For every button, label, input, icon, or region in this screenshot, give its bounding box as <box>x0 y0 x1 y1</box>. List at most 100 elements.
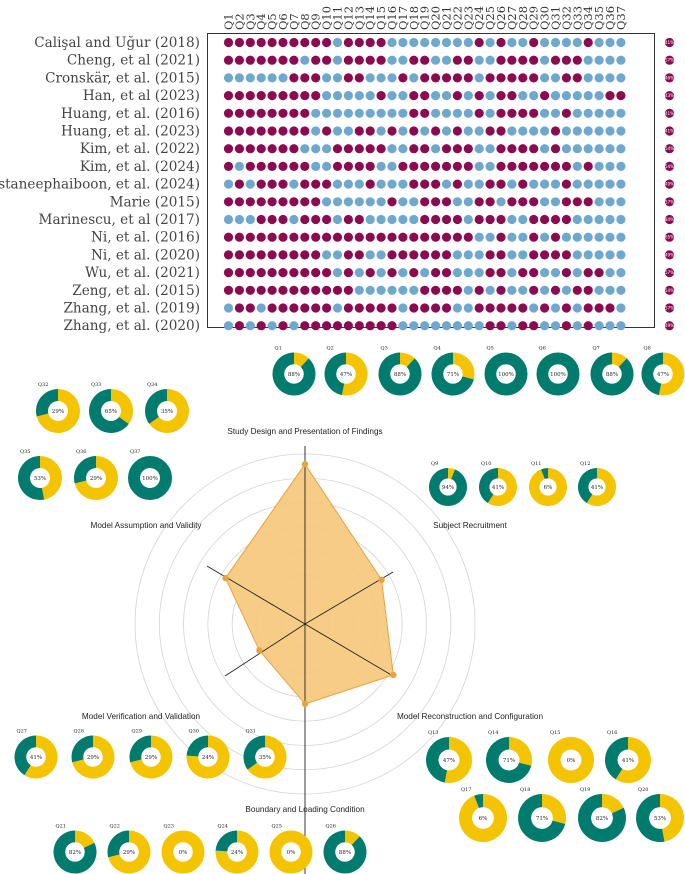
donut-question-label: Q7 <box>593 346 600 352</box>
donut-question-label: Q18 <box>520 787 530 793</box>
grid-cell <box>311 214 321 225</box>
grid-cell <box>409 321 419 331</box>
donut-hole <box>157 401 177 421</box>
grid-cell <box>507 126 517 136</box>
donut-question-label: Q9 <box>431 461 438 467</box>
grid-cell <box>474 321 484 331</box>
grid-cell <box>376 214 386 225</box>
grid-cell <box>550 303 561 313</box>
grid-cell <box>354 108 364 118</box>
grid-cell <box>420 303 430 313</box>
donut-question-label: Q16 <box>607 730 617 736</box>
grid-cell <box>223 250 234 260</box>
donut-percent-label: 53% <box>654 816 666 822</box>
grid-cell <box>572 179 582 189</box>
grid-cell <box>322 321 332 331</box>
grid-cell <box>518 91 528 101</box>
grid-cell <box>365 55 375 65</box>
grid-cell <box>278 37 288 48</box>
grid-cell <box>507 91 517 101</box>
grid-cell <box>322 303 332 313</box>
grid-cell <box>605 232 615 242</box>
donut-no-segment <box>615 737 652 784</box>
grid-cell <box>616 144 626 154</box>
donut-hole <box>140 468 160 488</box>
grid-cell <box>289 197 299 207</box>
grid-cell <box>594 303 604 313</box>
donut-q24: 24% Q24 <box>215 824 259 874</box>
grid-cell <box>267 126 277 136</box>
donut-q25: 0% Q25 <box>269 824 313 874</box>
row-score-dot <box>664 55 675 65</box>
grid-cell <box>452 73 462 83</box>
grid-cell <box>311 179 321 189</box>
grid-cell <box>398 126 408 136</box>
grid-cell <box>561 161 572 171</box>
grid-cell <box>354 214 364 225</box>
grid-cell <box>540 108 550 118</box>
grid-cell <box>474 73 484 83</box>
grid-cell <box>540 214 550 225</box>
grid-cell <box>616 73 626 83</box>
grid-cell <box>474 144 484 154</box>
grid-cell <box>420 321 430 331</box>
grid-cell <box>605 268 615 278</box>
study-label: Kim, et al. (2024) <box>80 159 200 175</box>
donut-percent-label: 6% <box>479 816 488 822</box>
donut-question-label: Q17 <box>461 787 471 793</box>
grid-cell <box>256 179 266 189</box>
donut-question-label: Q12 <box>580 461 590 467</box>
grid-cell <box>376 285 386 295</box>
grid-cell <box>387 179 397 189</box>
question-label: Q9 <box>309 13 323 30</box>
grid-cell <box>234 250 244 260</box>
donut-yes-segment <box>635 794 665 843</box>
grid-cell <box>234 268 244 278</box>
donut-hole <box>539 478 557 496</box>
grid-cell <box>583 161 593 171</box>
grid-cell <box>485 73 495 83</box>
grid-cell <box>343 250 353 260</box>
donut-question-label: Q31 <box>246 729 256 735</box>
grid-cell <box>267 55 277 65</box>
grid-cell <box>605 179 615 189</box>
grid-cell <box>289 144 299 154</box>
grid-cell <box>322 126 332 136</box>
grid-cell <box>311 285 321 295</box>
donut-percent-label: 47% <box>340 372 352 378</box>
question-label: Q32 <box>559 6 573 30</box>
grid-cell <box>420 268 430 278</box>
grid-cell <box>507 73 517 83</box>
grid-cell <box>387 232 397 242</box>
row-score-label: 41% <box>665 40 674 45</box>
question-label: Q1 <box>222 13 236 30</box>
grid-cell <box>267 197 277 207</box>
question-donut-charts: 88% Q1 47% Q2 88% Q3 71% Q4 100% Q5 100% Q6 88% Q7 47%… <box>14 346 685 874</box>
grid-cell <box>507 303 517 313</box>
row-score-dot <box>664 161 675 171</box>
grid-cell <box>572 144 582 154</box>
grid-cell <box>518 303 528 313</box>
grid-cell <box>561 250 572 260</box>
donut-q3: 88% Q3 <box>378 346 422 396</box>
grid-cell <box>343 321 353 331</box>
grid-cell <box>223 285 234 295</box>
grid-cell <box>550 197 561 207</box>
grid-cell <box>561 214 572 225</box>
grid-cell <box>507 179 517 189</box>
grid-cell <box>387 144 397 154</box>
grid-cell <box>278 250 288 260</box>
grid-cell <box>441 232 452 242</box>
row-score-dot <box>664 285 675 295</box>
grid-cell <box>583 285 593 295</box>
grid-cell <box>550 285 561 295</box>
grid-cell <box>507 197 517 207</box>
grid-cell <box>409 179 419 189</box>
grid-cell <box>311 250 321 260</box>
grid-cell <box>463 250 473 260</box>
grid-cell <box>234 197 244 207</box>
grid-cell <box>289 108 299 118</box>
donut-percent-label: 41% <box>591 485 603 491</box>
grid-cell <box>594 321 604 331</box>
grid-cell <box>409 108 419 118</box>
